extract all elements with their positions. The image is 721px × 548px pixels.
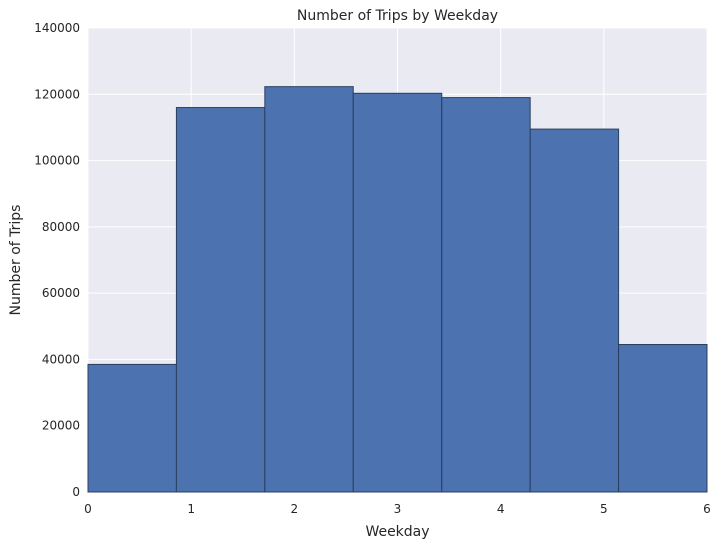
histogram-bar-3 bbox=[352, 92, 443, 493]
x-tick-label: 6 bbox=[703, 502, 711, 516]
x-tick-label: 2 bbox=[291, 502, 299, 516]
histogram-bar-6 bbox=[618, 344, 708, 493]
histogram-bar-4 bbox=[441, 97, 531, 493]
y-tick-label: 80000 bbox=[42, 220, 80, 234]
x-axis-ticks: 0 1 2 3 4 5 6 bbox=[84, 502, 711, 516]
chart-title: Number of Trips by Weekday bbox=[297, 8, 498, 24]
x-tick-label: 0 bbox=[84, 502, 92, 516]
y-tick-label: 100000 bbox=[34, 154, 80, 168]
x-axis-title: Weekday bbox=[365, 524, 429, 540]
histogram-bar-5 bbox=[529, 128, 620, 493]
y-tick-label: 0 bbox=[72, 485, 80, 499]
y-axis-title: Number of Trips bbox=[8, 205, 24, 316]
x-tick-label: 4 bbox=[497, 502, 505, 516]
y-tick-label: 120000 bbox=[34, 87, 80, 101]
y-tick-label: 20000 bbox=[42, 419, 80, 433]
x-tick-label: 5 bbox=[600, 502, 608, 516]
y-tick-label: 40000 bbox=[42, 352, 80, 366]
x-tick-label: 1 bbox=[187, 502, 195, 516]
histogram-bar-0 bbox=[87, 363, 177, 493]
bars bbox=[87, 86, 708, 493]
histogram-bar-1 bbox=[175, 107, 266, 493]
y-tick-label: 140000 bbox=[34, 21, 80, 35]
y-axis-ticks: 0 20000 40000 60000 80000 100000 120000 140000 bbox=[34, 21, 80, 499]
y-tick-label: 60000 bbox=[42, 286, 80, 300]
histogram-bar-2 bbox=[264, 86, 354, 493]
x-tick-label: 3 bbox=[394, 502, 402, 516]
